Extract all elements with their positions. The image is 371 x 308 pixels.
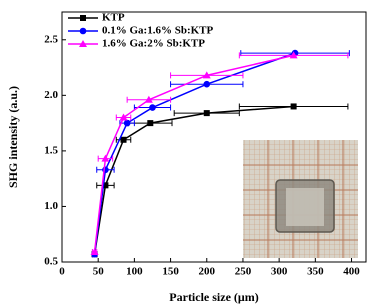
x-tick-label: 250 (235, 266, 252, 278)
marker (149, 104, 156, 111)
x-tick-label: 200 (199, 266, 216, 278)
legend-marker (80, 15, 86, 21)
x-tick-label: 350 (307, 266, 324, 278)
y-tick-label: 1.0 (44, 200, 58, 212)
marker (204, 110, 210, 116)
x-axis-label: Particle size (μm) (169, 290, 258, 304)
inset-photo (243, 140, 358, 258)
marker (147, 120, 153, 126)
legend-label: 1.6% Ga:2% Sb:KTP (102, 38, 205, 50)
y-tick-label: 1.5 (44, 144, 58, 156)
marker (291, 103, 297, 109)
x-tick-label: 300 (271, 266, 288, 278)
marker (121, 137, 127, 143)
chart: Particle size (μm) SHG intensity (a.u.) … (0, 0, 371, 308)
x-tick-label: 150 (162, 266, 179, 278)
marker (203, 81, 210, 88)
y-tick-label: 2.5 (44, 33, 58, 45)
x-tick-label: 50 (93, 266, 105, 278)
x-tick-label: 400 (343, 266, 360, 278)
y-axis-label: SHG intensity (a.u.) (6, 86, 20, 188)
x-tick-label: 100 (126, 266, 143, 278)
marker (124, 120, 131, 127)
legend-label: 0.1% Ga:1.6% Sb:KTP (102, 25, 214, 37)
y-tick-label: 0.5 (44, 256, 58, 268)
legend-marker (80, 28, 87, 35)
y-tick-label: 2.0 (44, 89, 58, 101)
x-tick-label: 0 (59, 266, 65, 278)
legend-label: KTP (102, 12, 125, 24)
